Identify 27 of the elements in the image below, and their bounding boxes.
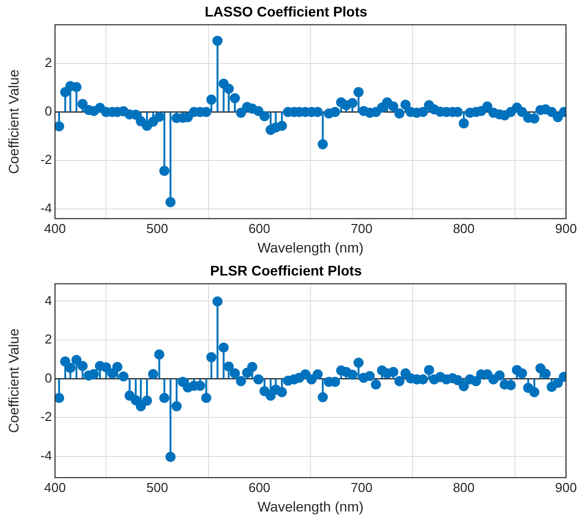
x-tick-label: 500	[146, 480, 168, 495]
x-tick-label: 800	[452, 480, 475, 495]
y-tick-label: 2	[44, 332, 52, 347]
y-tick-label: -2	[40, 152, 52, 168]
x-axis-title: Wavelength (nm)	[257, 498, 364, 514]
y-tick-label: 4	[44, 292, 52, 308]
y-axis-title: Coefficient Value	[5, 69, 22, 174]
y-tick-label: 0	[44, 370, 52, 386]
x-tick-label: 400	[44, 220, 66, 236]
y-tick-label: -4	[40, 200, 52, 216]
x-tick-label: 700	[350, 480, 372, 495]
chart-title: LASSO Coefficient Plots	[204, 3, 368, 20]
x-tick-label: 600	[248, 220, 270, 236]
x-tick-label: 900	[555, 480, 577, 495]
x-tick-label: 500	[146, 220, 168, 236]
x-tick-label: 400	[44, 480, 66, 495]
x-axis-title: Wavelength (nm)	[257, 239, 364, 256]
y-axis-title: Coefficient Value	[5, 328, 22, 433]
chart-title: PLSR Coefficient Plots	[210, 262, 362, 278]
x-tick-label: 700	[350, 220, 372, 236]
y-tick-label: -4	[40, 448, 52, 463]
y-tick-label: -2	[40, 409, 52, 424]
y-tick-label: 2	[44, 55, 52, 70]
y-tick-label: 0	[44, 104, 52, 119]
x-tick-label: 800	[452, 220, 475, 236]
x-tick-label: 900	[555, 220, 577, 236]
x-tick-label: 600	[248, 480, 270, 495]
